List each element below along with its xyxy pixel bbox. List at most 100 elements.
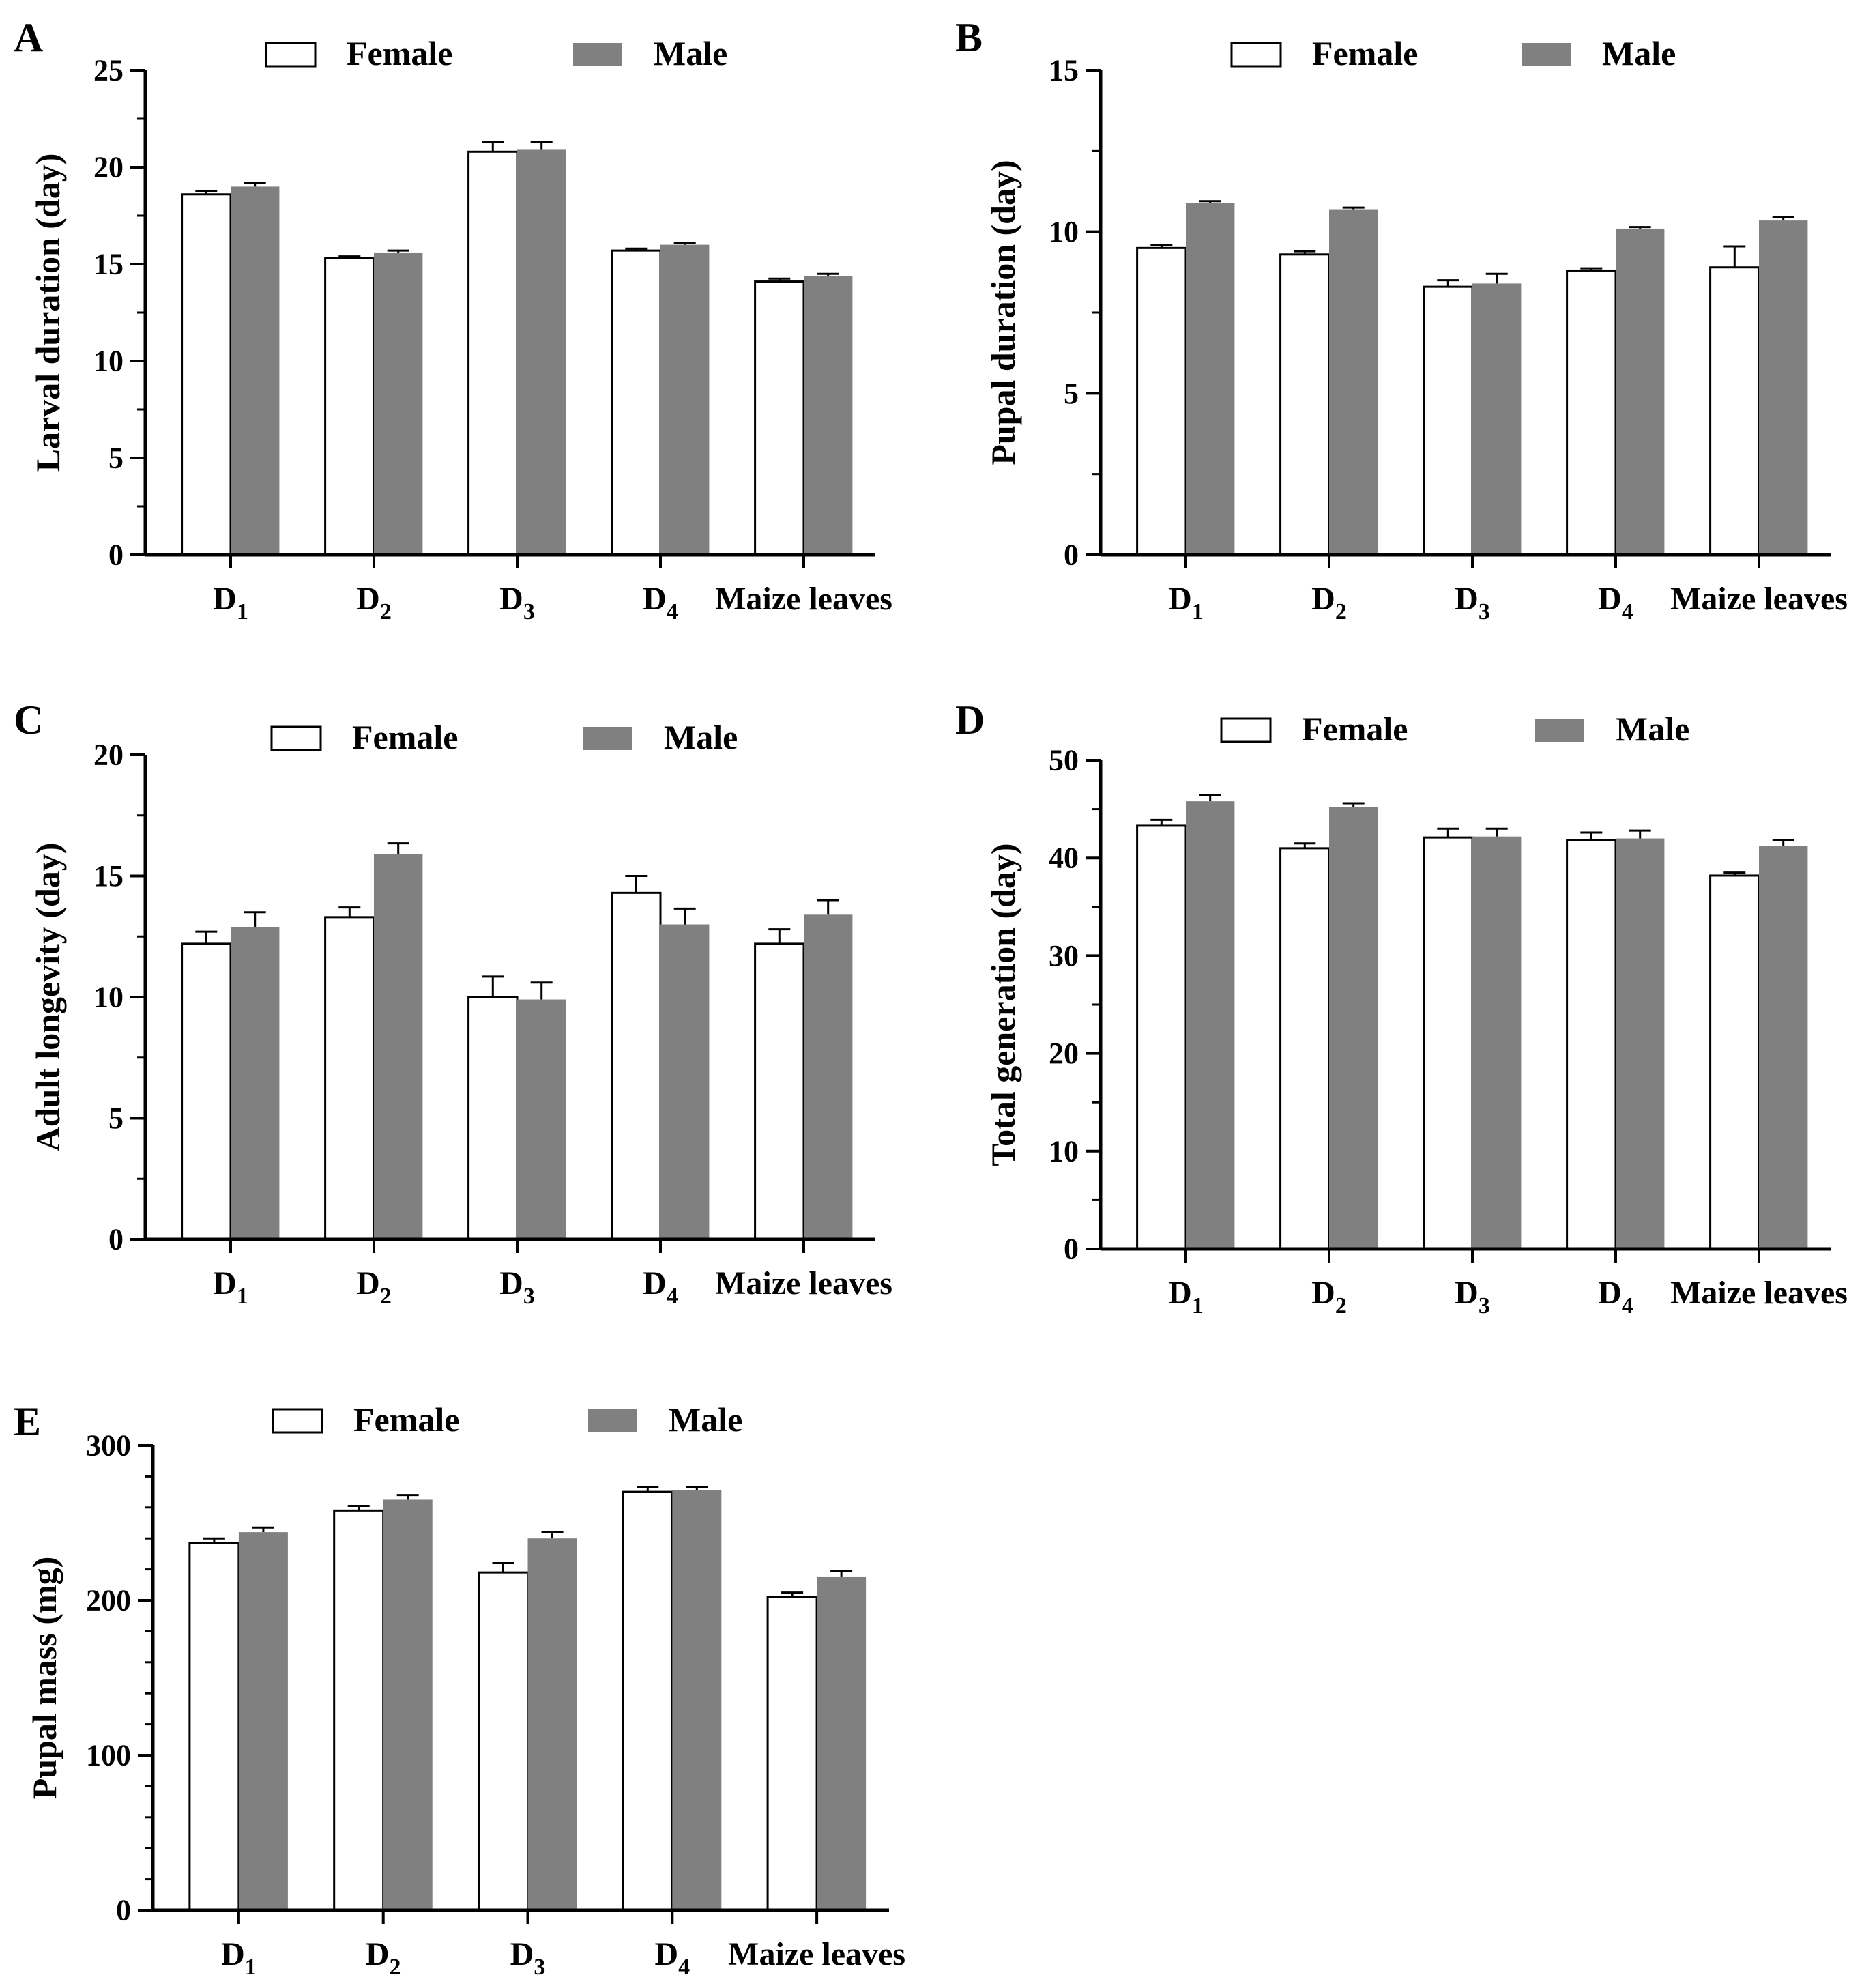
y-tick-label: 5 — [108, 442, 123, 475]
legend-female-swatch — [265, 42, 317, 68]
y-tick-label: 300 — [86, 1429, 131, 1463]
x-tick-label-main: D — [1311, 581, 1335, 617]
legend: Female Male — [1230, 34, 1676, 72]
bar-female-1 — [324, 257, 375, 556]
bar-male-1 — [374, 252, 423, 555]
x-tick-label-main: D — [643, 1265, 667, 1301]
y-tick-label: 5 — [108, 1101, 123, 1135]
x-tick-label: D3 — [1455, 581, 1490, 624]
legend-male-swatch — [1535, 719, 1584, 742]
x-tick-label-main: D — [1311, 1275, 1335, 1311]
bar-male-3 — [660, 924, 710, 1239]
x-tick-label: Maize leaves — [715, 581, 892, 617]
y-tick-label: 15 — [93, 248, 123, 281]
x-tick-label-main: D — [213, 1265, 237, 1301]
x-tick-label-sub: 4 — [678, 1955, 690, 1980]
legend-male-swatch — [573, 43, 622, 66]
bar-female-2 — [1423, 285, 1474, 556]
x-tick-label-sub: 2 — [1335, 1293, 1347, 1319]
bar-male-2 — [517, 999, 566, 1239]
y-tick-label: 50 — [1049, 744, 1079, 777]
x-tick-label-main: D — [1455, 1275, 1479, 1311]
y-tick-label: 20 — [93, 151, 123, 184]
bar-male-2 — [517, 149, 566, 555]
x-tick-label-main: D — [221, 1936, 245, 1972]
legend-female-swatch — [1230, 42, 1282, 68]
legend-female-label: Female — [347, 34, 452, 72]
y-axis-title: Pupal mass (mg) — [25, 1557, 63, 1800]
legend-female-label: Female — [1312, 34, 1418, 72]
bar-female-2 — [477, 1571, 529, 1912]
y-tick-label: 0 — [108, 538, 123, 572]
x-tick-label-main: Maize leaves — [715, 1265, 892, 1301]
x-tick-label: D4 — [643, 581, 678, 624]
bar-female-1 — [1279, 847, 1330, 1250]
x-tick-label-sub: 3 — [523, 599, 535, 624]
x-tick-label-main: D — [356, 581, 380, 617]
bar-male-3 — [672, 1490, 722, 1910]
legend: Female Male — [270, 718, 738, 756]
x-tick-label-main: D — [510, 1936, 534, 1972]
legend-male-label: Male — [669, 1400, 742, 1439]
x-tick-label-sub: 3 — [523, 1284, 535, 1309]
x-tick-label-sub: 1 — [1192, 599, 1204, 624]
bar-female-4 — [1709, 874, 1760, 1250]
bar-female-4 — [754, 942, 805, 1241]
bar-male-1 — [383, 1499, 433, 1910]
bar-male-4 — [804, 914, 853, 1239]
x-tick-label-sub: 1 — [237, 1284, 248, 1309]
x-tick-label: Maize leaves — [715, 1265, 892, 1301]
bar-male-0 — [231, 927, 280, 1239]
x-tick-label: D2 — [366, 1936, 401, 1980]
y-tick-label: 10 — [93, 981, 123, 1014]
bar-female-3 — [611, 249, 662, 556]
x-tick-label-main: D — [1598, 581, 1622, 617]
x-tick-label-main: D — [1168, 581, 1192, 617]
bar-male-0 — [1186, 801, 1235, 1249]
y-tick-label: 10 — [93, 345, 123, 378]
bar-female-0 — [181, 942, 232, 1241]
bar-female-1 — [1279, 253, 1330, 556]
bar-female-2 — [467, 150, 519, 556]
y-tick-label: 10 — [1049, 215, 1079, 248]
y-axis-title: Larval duration (day) — [29, 154, 67, 472]
legend-male-swatch — [588, 1409, 637, 1432]
legend-male-swatch — [583, 727, 632, 750]
bar-male-2 — [1472, 836, 1522, 1249]
y-tick-label: 100 — [86, 1739, 131, 1772]
x-tick-label-sub: 4 — [667, 1284, 678, 1309]
bar-female-4 — [766, 1596, 818, 1912]
bar-female-2 — [1423, 836, 1474, 1250]
legend-male-swatch — [1522, 43, 1571, 66]
x-tick-label: D2 — [1311, 581, 1347, 624]
legend: Female Male — [272, 1400, 742, 1439]
legend-male-label: Male — [1602, 34, 1676, 72]
bar-male-3 — [1616, 838, 1665, 1249]
x-tick-label-main: D — [1598, 1275, 1622, 1311]
bar-female-0 — [1136, 246, 1187, 556]
x-tick-label: D1 — [221, 1936, 257, 1980]
y-tick-label: 40 — [1049, 841, 1079, 875]
x-tick-label-sub: 1 — [245, 1955, 257, 1980]
x-tick-label: D3 — [1455, 1275, 1490, 1319]
x-tick-label-main: D — [654, 1936, 678, 1972]
bar-male-1 — [1329, 807, 1378, 1249]
x-tick-label-main: D — [1168, 1275, 1192, 1311]
y-tick-label: 25 — [93, 54, 123, 87]
bar-male-0 — [231, 186, 280, 555]
legend-female-label: Female — [1302, 710, 1408, 748]
x-tick-label: D2 — [1311, 1275, 1347, 1319]
legend-male-label: Male — [1616, 710, 1689, 748]
x-tick-label-main: D — [1455, 581, 1479, 617]
bar-male-2 — [1472, 283, 1522, 555]
bar-female-1 — [324, 916, 375, 1241]
panel-letter: B — [955, 15, 983, 60]
y-axis-title: Adult longevity (day) — [29, 843, 67, 1152]
x-tick-label-main: Maize leaves — [715, 581, 892, 617]
bar-male-4 — [1759, 846, 1808, 1249]
x-tick-label-sub: 2 — [1335, 599, 1347, 624]
